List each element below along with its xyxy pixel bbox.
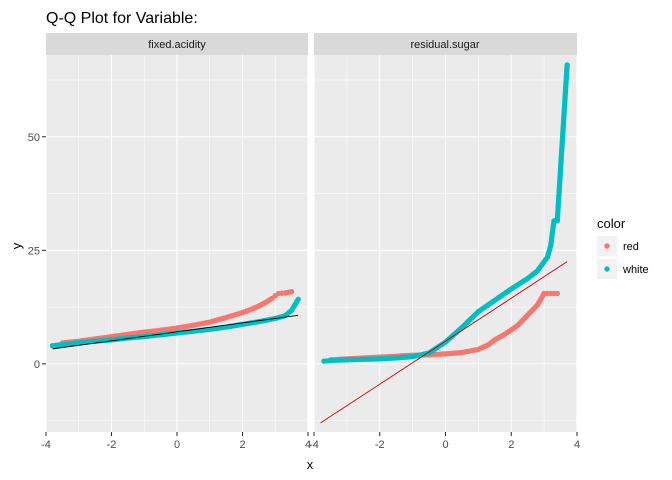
y-tick-label: 50 [28, 132, 40, 144]
facet-label-fixed-acidity: fixed.acidity [148, 39, 206, 51]
x-tick-label: 4 [305, 439, 311, 451]
y-tick-label: 25 [28, 245, 40, 257]
x-tick-label: 2 [508, 439, 514, 451]
x-tick-label: -4 [309, 439, 319, 451]
y-tick-label: 0 [34, 359, 40, 371]
marks-fixed-acidity [49, 288, 301, 350]
facet-residual-sugar: residual.sugar [313, 33, 578, 432]
grid-residual-sugar [313, 55, 578, 432]
grid-fixed-acidity [45, 55, 309, 432]
facet-fixed-acidity: fixed.acidity [45, 33, 309, 432]
x-tick-label: -2 [375, 439, 385, 451]
x-tick-label: 0 [442, 439, 448, 451]
legend-items: red white [597, 236, 649, 279]
y-axis-title: y [9, 242, 24, 249]
qq-reference-line [52, 314, 299, 350]
point-red [554, 290, 560, 297]
x-tick-label: 0 [174, 439, 180, 451]
legend: color red white [597, 216, 649, 279]
x-axis-residual-sugar: -4 -2 0 2 4 [309, 432, 580, 451]
qq-reference-line [320, 261, 568, 424]
legend-title: color [597, 216, 626, 231]
facet-strip-fixed-acidity [46, 33, 308, 55]
x-tick-label: -2 [107, 439, 117, 451]
legend-key-red [604, 243, 610, 249]
x-tick-label: 4 [574, 439, 580, 451]
point-white [295, 296, 301, 303]
x-tick-label: 2 [239, 439, 245, 451]
point-white [564, 62, 570, 68]
legend-key-white [604, 266, 610, 272]
chart-title: Q-Q Plot for Variable: [46, 10, 198, 27]
point-red [288, 288, 295, 295]
x-axis-fixed-acidity: -4 -2 0 2 4 [41, 432, 311, 451]
marks-residual-sugar [320, 62, 570, 424]
facet-label-residual-sugar: residual.sugar [410, 39, 479, 51]
facet-strip-residual-sugar [314, 33, 577, 55]
x-axis-title: x [307, 457, 314, 472]
legend-label-white: white [622, 264, 649, 276]
y-axis: 0 25 50 [28, 132, 46, 371]
legend-label-red: red [623, 241, 639, 253]
x-tick-label: -4 [41, 439, 51, 451]
